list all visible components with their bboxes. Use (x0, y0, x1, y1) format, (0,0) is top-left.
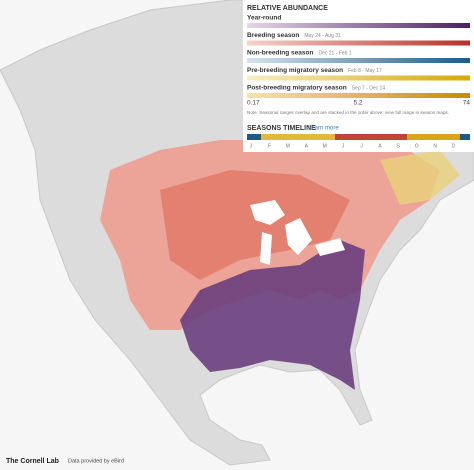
season-dates: Sep 7 - Dec 14 (352, 85, 386, 91)
season-color-bar (247, 58, 470, 63)
season-name: Post-breeding migratory season (247, 85, 347, 92)
season-name: Year-round (247, 15, 281, 22)
month-label: O (415, 143, 419, 149)
month-label: F (268, 143, 271, 149)
month-label: M (323, 143, 327, 149)
legend-note: Note: Seasonal ranges overlap and are st… (247, 110, 449, 115)
month-label: N (433, 143, 437, 149)
month-label: S (397, 143, 401, 149)
learn-more-link[interactable]: Learn more (308, 126, 339, 132)
season-name: Non-breeding season (247, 50, 313, 57)
legend-title: RELATIVE ABUNDANCE (247, 5, 328, 12)
breeding-core (160, 170, 350, 280)
month-label: J (360, 143, 363, 149)
season-name: Pre-breeding migratory season (247, 67, 343, 74)
season-color-bar (247, 40, 470, 46)
month-label: D (452, 143, 456, 149)
scale-label: 0.17 (247, 100, 260, 107)
month-label: J (250, 143, 253, 149)
season-dates: May 24 - Aug 31 (304, 33, 341, 39)
season-color-bar (247, 23, 470, 28)
migration-range (380, 150, 460, 205)
month-label: M (286, 143, 290, 149)
great-lakes (250, 200, 345, 265)
month-label: J (342, 143, 345, 149)
scale-label: 74 (463, 100, 471, 107)
season-dates: Feb 8 - May 17 (348, 68, 382, 74)
month-label: A (378, 143, 382, 149)
scale-label: 5.2 (353, 100, 362, 107)
timeline-segment (261, 134, 335, 140)
season-dates: Dec 21 - Feb 1 (318, 50, 351, 56)
timeline-segment (407, 134, 460, 140)
timeline-segment (247, 134, 261, 140)
timeline-segment (460, 134, 470, 140)
timeline-title: SEASONS TIMELINE (247, 125, 316, 132)
season-name: Breeding season (247, 32, 299, 39)
season-color-bar (247, 75, 470, 81)
season-color-bar (247, 93, 470, 98)
credit: Data provided by eBird (68, 458, 124, 464)
timeline-segment (335, 134, 407, 140)
year-round-range (180, 240, 365, 390)
month-label: A (305, 143, 309, 149)
logo: The Cornell Lab (6, 458, 59, 465)
